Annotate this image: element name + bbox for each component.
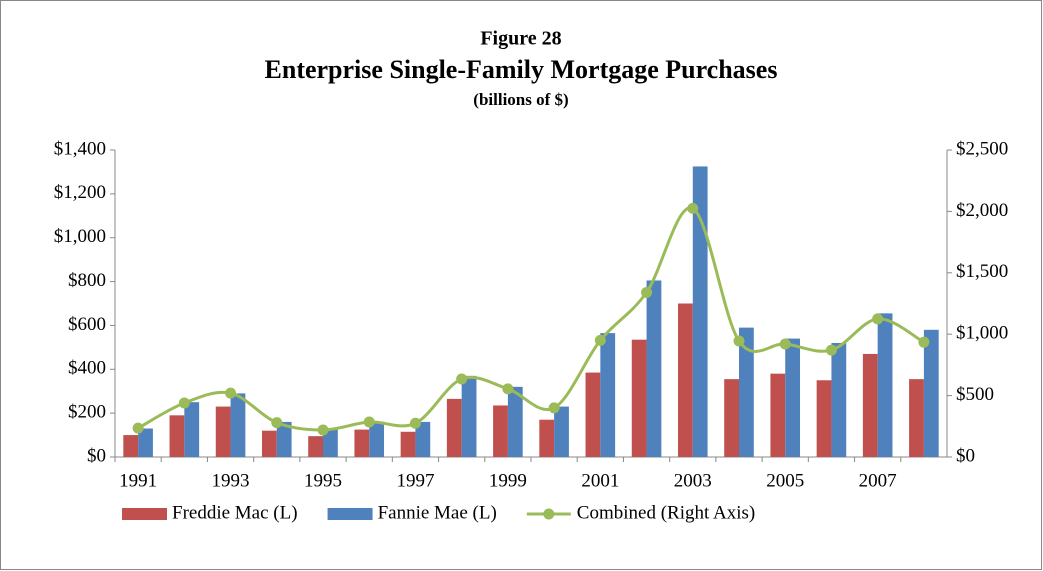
x-tick-label: 1993	[212, 470, 250, 491]
point	[225, 387, 237, 399]
bar	[261, 430, 277, 457]
bar	[554, 406, 569, 457]
bar	[215, 406, 231, 457]
point	[132, 422, 144, 434]
point	[779, 338, 791, 350]
bar	[308, 436, 323, 457]
y-tick-label: $1,200	[54, 182, 106, 203]
bar	[276, 421, 292, 457]
bar	[585, 372, 601, 457]
bar	[323, 429, 338, 457]
bar	[184, 402, 200, 457]
legend-label: Fannie Mae (L)	[378, 502, 497, 523]
point	[641, 286, 653, 298]
bar	[123, 435, 139, 457]
bar	[646, 280, 662, 457]
legend-swatch	[327, 508, 373, 520]
x-tick-label: 2007	[859, 470, 897, 491]
bar	[724, 379, 739, 457]
x-tick-label: 2003	[674, 470, 712, 491]
bar	[446, 398, 462, 457]
bar	[677, 303, 693, 457]
bar	[831, 342, 847, 457]
chart-subtitle: Enterprise Single-Family Mortgage Purcha…	[265, 55, 778, 84]
point	[456, 373, 468, 385]
bar	[692, 166, 708, 458]
bar	[785, 338, 801, 457]
x-tick-label: 2001	[581, 470, 619, 491]
bar	[770, 373, 786, 457]
x-tick-label: 1995	[304, 470, 342, 491]
bar	[507, 386, 523, 457]
point	[548, 402, 560, 414]
y-tick-label: $600	[68, 314, 106, 335]
bar	[539, 419, 555, 457]
point	[409, 417, 421, 429]
point	[178, 397, 190, 409]
point	[594, 334, 606, 346]
chart-note: (billions of $)	[473, 90, 568, 109]
y-tick-label: $1,000	[54, 226, 106, 247]
bar	[230, 393, 246, 457]
bar	[400, 431, 416, 457]
point	[317, 424, 329, 436]
x-tick-label: 1999	[489, 470, 527, 491]
y2-tick-label: $0	[956, 445, 975, 466]
bar	[415, 421, 431, 457]
bar	[169, 415, 185, 457]
x-tick-label: 1991	[119, 470, 157, 491]
y-tick-label: $800	[68, 270, 106, 291]
bar	[369, 421, 385, 457]
legend-swatch	[122, 508, 167, 520]
y2-tick-label: $2,500	[956, 138, 1008, 159]
y2-tick-label: $1,500	[956, 261, 1008, 282]
legend-label: Combined (Right Axis)	[577, 502, 755, 523]
bar	[138, 428, 153, 457]
point	[502, 383, 514, 395]
bar	[739, 327, 754, 457]
bar	[862, 353, 878, 457]
point	[872, 313, 884, 325]
y2-tick-label: $500	[956, 384, 994, 405]
bar	[493, 405, 508, 457]
y-tick-label: $1,400	[54, 138, 106, 159]
y-tick-label: $200	[68, 402, 106, 423]
point	[271, 417, 283, 429]
point	[687, 202, 699, 214]
bar	[600, 333, 616, 457]
chart-title: Figure 28	[480, 28, 561, 50]
legend-label: Freddie Mac (L)	[172, 502, 298, 523]
y2-tick-label: $2,000	[956, 200, 1008, 221]
bar	[631, 339, 647, 457]
point	[363, 416, 375, 428]
y-tick-label: $400	[68, 358, 106, 379]
bar	[909, 379, 924, 457]
y2-tick-label: $1,000	[956, 323, 1008, 344]
point	[918, 336, 930, 348]
legend-swatch	[543, 508, 555, 520]
y-tick-label: $0	[87, 445, 106, 466]
bar	[816, 380, 832, 457]
bar	[354, 429, 370, 457]
x-tick-label: 2005	[766, 470, 804, 491]
x-tick-label: 1997	[396, 470, 434, 491]
bar	[461, 375, 477, 457]
bar	[923, 329, 939, 457]
bar	[877, 313, 893, 457]
point	[825, 344, 837, 356]
point	[733, 335, 745, 347]
